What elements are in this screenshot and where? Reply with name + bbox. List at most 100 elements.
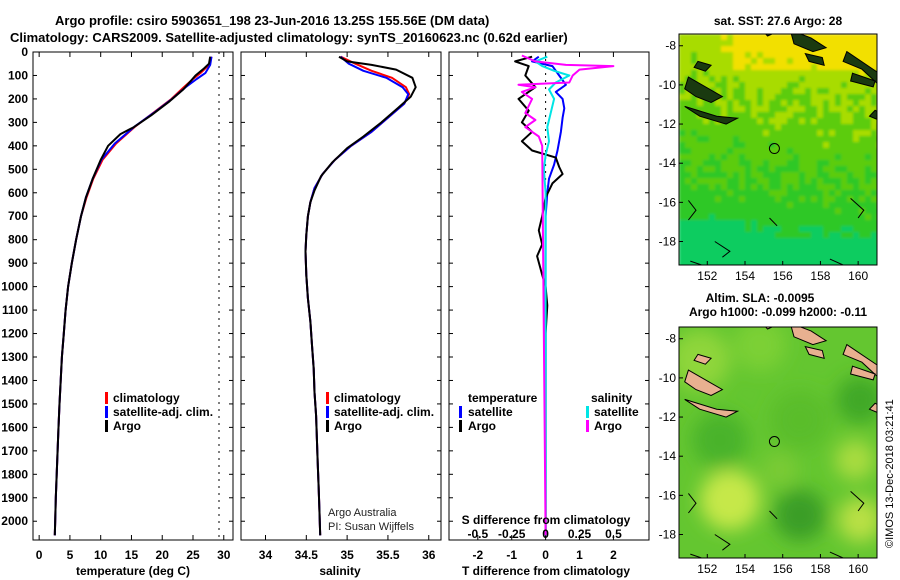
sst-cell <box>871 202 877 209</box>
sst-cell <box>853 34 860 41</box>
sst-cell <box>727 190 734 197</box>
sst-cell <box>823 130 830 137</box>
sst-cell <box>757 64 764 71</box>
sst-cell <box>709 46 716 53</box>
sst-cell <box>877 268 884 275</box>
sst-cell <box>739 148 746 155</box>
sst-cell <box>799 238 806 245</box>
temperature-series <box>53 56 213 536</box>
sst-cell <box>697 256 704 263</box>
sst-cell <box>793 100 800 107</box>
sst-cell <box>841 40 848 47</box>
sst-cell <box>745 214 752 221</box>
sst-cell <box>721 196 728 203</box>
sst-cell <box>781 64 788 71</box>
sla-anomaly-blob <box>700 470 760 530</box>
sst-cell <box>715 40 722 47</box>
legend-sat-label: satellite-adj. clim. <box>334 405 434 419</box>
sst-cell <box>859 178 866 185</box>
sst-cell <box>781 232 788 239</box>
sst-cell <box>877 82 884 89</box>
sst-cell <box>757 58 764 65</box>
sst-map-axes: 152 154 156 158 160 -8 -10 -12 -14 -16 -18 <box>659 39 869 283</box>
sst-cell <box>823 76 830 83</box>
sst-cell <box>805 184 812 191</box>
sst-cell <box>799 172 806 179</box>
sst-cell <box>871 88 877 95</box>
sst-cell <box>727 172 734 179</box>
sst-cell <box>823 148 830 155</box>
sst-cell <box>799 268 806 275</box>
sst-cell <box>733 160 740 167</box>
sst-cell <box>841 142 848 149</box>
sst-cell <box>823 52 830 59</box>
sla-anomaly-blob <box>774 489 826 541</box>
sst-cell <box>817 178 824 185</box>
sst-cell <box>811 82 818 89</box>
sst-cell <box>751 226 758 233</box>
sst-cell <box>829 256 836 263</box>
sst-cell <box>763 148 770 155</box>
sst-cell <box>727 244 734 251</box>
sst-cell <box>799 154 806 161</box>
sst-cell <box>787 40 794 47</box>
sst-cell <box>775 184 782 191</box>
sst-cell <box>805 166 812 173</box>
sst-cell <box>733 244 740 251</box>
sst-cell <box>697 70 704 77</box>
sst-cell <box>859 220 866 227</box>
sst-cell <box>757 142 764 149</box>
sst-cell <box>835 142 842 149</box>
sst-cell <box>691 250 698 257</box>
sst-cell <box>745 64 752 71</box>
sst-cell <box>787 262 794 265</box>
sst-cell <box>835 82 842 89</box>
sst-cell <box>823 250 830 257</box>
sst-cell <box>793 220 800 227</box>
sst-cell <box>817 70 824 77</box>
sst-cell <box>799 178 806 185</box>
sst-cell <box>733 58 740 65</box>
sst-cell <box>745 118 752 125</box>
sst-cell <box>745 70 752 77</box>
sst-cell <box>805 106 812 113</box>
sst-cell <box>859 118 866 125</box>
island-outline <box>804 52 825 66</box>
sst-cell <box>817 238 824 245</box>
sst-cell <box>811 160 818 167</box>
sst-cell <box>763 268 770 275</box>
sst-cell <box>817 34 824 41</box>
legend-clim-swatch <box>105 392 108 404</box>
sst-cell <box>859 208 866 215</box>
sst-cell <box>715 106 722 113</box>
legend-s-argo-label: Argo <box>594 419 622 433</box>
sst-cell <box>739 262 746 265</box>
sst-cell <box>877 88 884 95</box>
sst-cell <box>835 190 842 197</box>
sst-cell <box>811 184 818 191</box>
sst-cell <box>877 226 884 233</box>
sst-cell <box>835 196 842 203</box>
sst-cell <box>751 82 758 89</box>
sst-cell <box>697 262 704 265</box>
sst-cell <box>841 46 848 53</box>
sst-cell <box>757 232 764 239</box>
sst-cell <box>787 88 794 95</box>
sst-cell <box>835 166 842 173</box>
sst-cell <box>859 154 866 161</box>
sst-cell <box>817 106 824 113</box>
sst-cell <box>793 70 800 77</box>
sst-cell <box>841 136 848 143</box>
sst-cell <box>817 220 824 227</box>
sst-cell <box>751 202 758 209</box>
sst-cell <box>835 250 842 257</box>
sst-cell <box>691 142 698 149</box>
sst-cell <box>757 124 764 131</box>
sst-cell <box>757 196 764 203</box>
sst-cell <box>823 136 830 143</box>
sst-cell <box>841 244 848 251</box>
sst-cell <box>679 100 686 107</box>
sst-cell <box>751 184 758 191</box>
sst-cell <box>847 226 854 233</box>
sst-cell <box>685 196 692 203</box>
